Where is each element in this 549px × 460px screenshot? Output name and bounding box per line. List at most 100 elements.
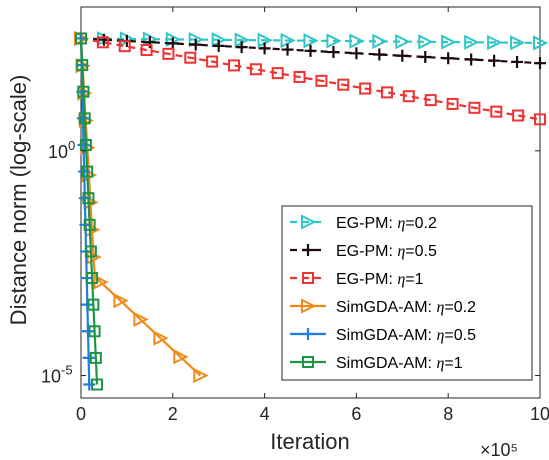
data-marker <box>373 48 386 61</box>
data-marker <box>212 39 225 52</box>
data-marker <box>402 90 415 103</box>
data-marker <box>424 94 437 107</box>
data-marker <box>193 367 209 384</box>
data-marker <box>87 298 100 311</box>
data-marker <box>86 272 99 285</box>
data-marker <box>89 351 102 364</box>
data-marker <box>75 32 87 45</box>
data-marker <box>173 349 189 365</box>
data-marker <box>140 44 153 57</box>
legend-entry-0: EG-PM: η=0.2 <box>290 214 437 232</box>
series-1 <box>75 32 546 70</box>
data-marker <box>512 109 525 122</box>
ticks-layer: 0 2 4 6 8 10 100 10-5 <box>41 7 549 424</box>
data-marker <box>133 311 149 328</box>
data-marker <box>511 55 524 68</box>
x-axis-multiplier: ×10⁵ <box>480 440 518 460</box>
legend-marker <box>301 298 317 314</box>
data-marker <box>271 67 284 80</box>
data-marker <box>96 36 109 49</box>
legend-label: EG-PM: η=1 <box>336 271 424 288</box>
legend-label: EG-PM: η=0.5 <box>336 243 437 260</box>
data-marker <box>153 330 169 346</box>
data-marker <box>162 47 175 60</box>
legend-marker <box>301 214 317 230</box>
data-marker <box>93 274 109 290</box>
series-5 <box>75 32 104 391</box>
data-marker <box>465 53 478 66</box>
x-tick-label: 4 <box>260 404 270 424</box>
data-marker <box>490 105 503 118</box>
legend-label: SimGDA-AM: η=0.2 <box>336 299 476 316</box>
data-marker <box>82 192 95 205</box>
data-marker <box>315 74 328 87</box>
data-marker <box>82 351 95 364</box>
data-marker <box>83 218 96 231</box>
data-marker <box>235 41 248 54</box>
y-tick-label: 100 <box>48 138 75 162</box>
legend-entry-1: EG-PM: η=0.5 <box>290 243 437 260</box>
legend-box <box>281 205 533 381</box>
data-marker <box>442 52 455 65</box>
legend-label: EG-PM: η=0.2 <box>336 215 437 232</box>
series-layer <box>74 30 549 391</box>
data-marker <box>206 55 219 68</box>
data-marker <box>326 33 342 49</box>
data-marker <box>418 34 434 50</box>
y-axis-label: Distance norm (log-scale) <box>6 75 31 326</box>
data-marker <box>113 293 129 309</box>
data-marker <box>228 59 240 72</box>
data-marker <box>487 34 503 51</box>
data-marker <box>81 165 94 178</box>
data-marker <box>349 33 365 49</box>
data-marker <box>281 43 294 56</box>
data-marker <box>280 32 296 49</box>
data-marker <box>327 46 340 59</box>
data-marker <box>79 138 92 151</box>
data-marker <box>83 378 96 391</box>
legend-label: SimGDA-AM: η=1 <box>336 355 463 372</box>
data-marker <box>293 70 306 83</box>
data-marker <box>81 325 94 338</box>
data-marker <box>81 298 94 311</box>
legend-marker <box>302 328 314 340</box>
data-marker <box>76 59 89 72</box>
data-marker <box>395 33 411 50</box>
data-marker <box>78 112 91 125</box>
data-marker <box>533 35 549 51</box>
x-tick-label: 8 <box>443 404 453 424</box>
data-marker <box>118 40 131 53</box>
data-marker <box>468 101 481 114</box>
x-axis-label: Iteration <box>270 429 350 454</box>
data-marker <box>184 51 197 64</box>
data-marker <box>359 82 372 95</box>
legend-marker <box>302 244 314 256</box>
data-marker <box>258 42 271 55</box>
x-tick-label: 6 <box>351 404 361 424</box>
data-marker <box>510 35 526 51</box>
legend: EG-PM: η=0.2 EG-PM: η=0.5 EG-PM: η=1 SimGDA… <box>281 205 533 381</box>
data-marker <box>381 86 393 99</box>
y-tick-label: 10-5 <box>41 363 73 387</box>
data-marker <box>446 97 459 110</box>
data-marker <box>534 57 546 70</box>
legend-entry-3: SimGDA-AM: η=0.2 <box>290 298 476 316</box>
data-marker <box>304 44 317 57</box>
x-tick-label: 2 <box>168 404 178 424</box>
data-marker <box>372 33 388 49</box>
data-marker <box>337 78 350 91</box>
legend-entry-5: SimGDA-AM: η=1 <box>290 355 463 372</box>
data-marker <box>166 37 179 50</box>
data-marker <box>143 36 156 49</box>
series-line <box>80 37 541 121</box>
legend-marker <box>302 356 314 368</box>
data-marker <box>488 54 501 67</box>
data-marker <box>534 113 546 126</box>
data-marker <box>249 63 262 76</box>
legend-marker <box>302 272 314 284</box>
legend-entry-4: SimGDA-AM: η=0.5 <box>290 327 476 344</box>
legend-entry-2: EG-PM: η=1 <box>290 271 424 288</box>
data-marker <box>77 85 90 98</box>
data-marker <box>350 47 363 60</box>
